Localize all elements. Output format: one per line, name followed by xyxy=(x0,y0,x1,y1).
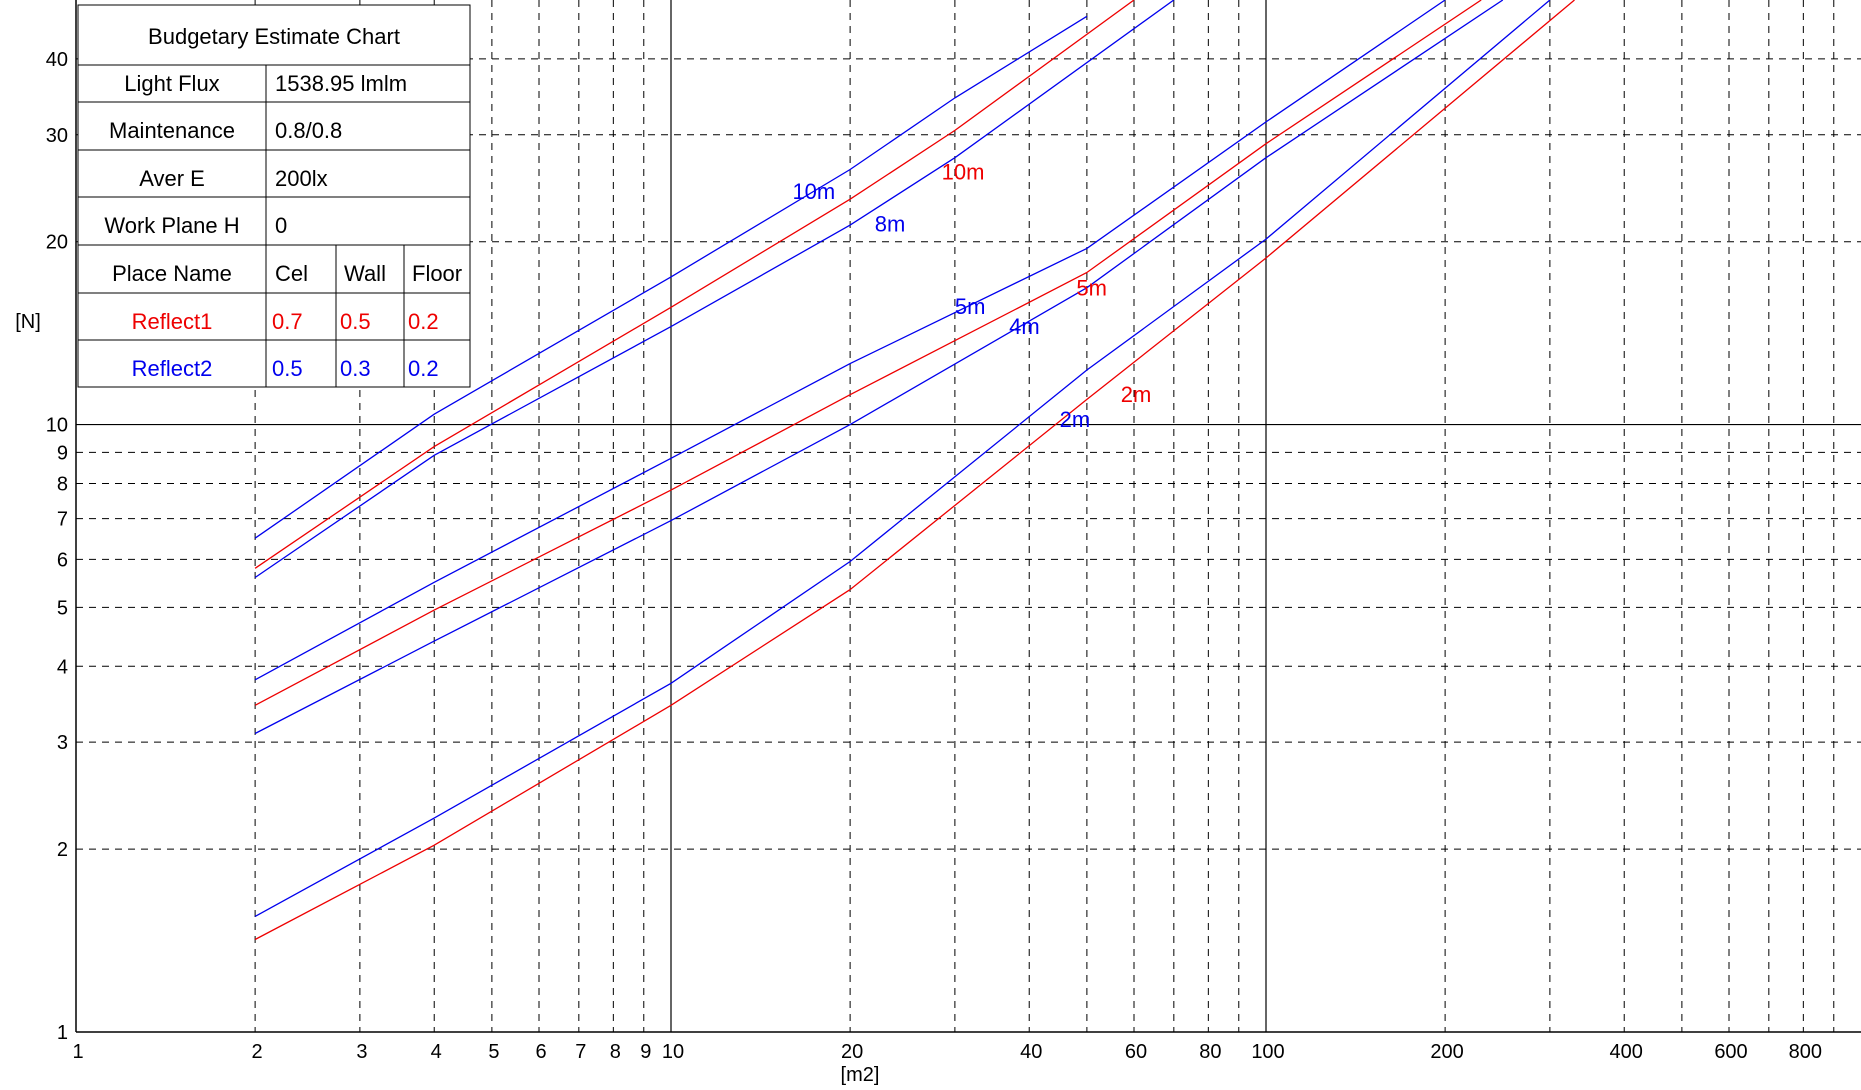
aver-e-label: Aver E xyxy=(139,166,205,191)
y-tick-label: 40 xyxy=(46,49,68,71)
curve-label-layer: 10m 10m 8m 5m 5m 4m 2m 2m xyxy=(792,160,1151,433)
reflect2-floor: 0.2 xyxy=(408,356,439,381)
light-flux-value: 1538.95 lmlm xyxy=(275,71,407,96)
floor-header: Floor xyxy=(412,261,462,286)
y-tick-label: 1 xyxy=(57,1022,68,1044)
curve-label: 2m xyxy=(1121,382,1152,407)
curve-label: 2m xyxy=(1060,407,1091,432)
y-axis-unit: [N] xyxy=(15,311,41,333)
y-tick-label: 9 xyxy=(57,442,68,464)
reflect2-name: Reflect2 xyxy=(132,356,213,381)
curve-label: 10m xyxy=(942,160,985,185)
reflect1-ceiling: 0.7 xyxy=(272,309,303,334)
curve-label: 8m xyxy=(875,211,906,236)
reflect2-wall: 0.3 xyxy=(340,356,371,381)
curve-label: 5m xyxy=(955,294,986,319)
x-tick-label: 4 xyxy=(431,1041,442,1063)
series-line-4m xyxy=(254,0,1504,735)
y-tick-label: 3 xyxy=(57,732,68,754)
series-line-2m xyxy=(254,0,1551,917)
y-tick-label: 6 xyxy=(57,549,68,571)
x-tick-label: 6 xyxy=(535,1041,546,1063)
y-tick-label: 30 xyxy=(46,125,68,147)
x-tick-label: 1 xyxy=(72,1041,83,1063)
series-line-10m xyxy=(254,0,1135,569)
reflect2-ceiling: 0.5 xyxy=(272,356,303,381)
x-tick-label: 9 xyxy=(640,1041,651,1063)
curve-label: 5m xyxy=(1076,276,1107,301)
series-line-2m xyxy=(254,0,1575,941)
x-tick-label: 100 xyxy=(1251,1041,1284,1063)
grid-layer xyxy=(76,0,1861,1032)
series-layer xyxy=(254,0,1575,941)
x-tick-label: 200 xyxy=(1430,1041,1463,1063)
x-tick-label: 8 xyxy=(610,1041,621,1063)
x-tick-label: 3 xyxy=(356,1041,367,1063)
y-tick-label: 10 xyxy=(46,415,68,437)
x-tick-label: 10 xyxy=(662,1041,684,1063)
series-line-5m xyxy=(254,0,1482,706)
y-tick-label: 7 xyxy=(57,509,68,531)
reflect1-wall: 0.5 xyxy=(340,309,371,334)
wall-header: Wall xyxy=(344,261,386,286)
work-plane-label: Work Plane H xyxy=(104,213,239,238)
y-tick-label: 2 xyxy=(57,839,68,861)
maintenance-value: 0.8/0.8 xyxy=(275,118,342,143)
x-tick-label: 80 xyxy=(1199,1041,1221,1063)
x-tick-label: 400 xyxy=(1610,1041,1643,1063)
series-line-5m xyxy=(254,0,1446,681)
ceiling-header: Cel xyxy=(275,261,308,286)
info-table: Budgetary Estimate Chart Light Flux 1538… xyxy=(77,4,471,388)
x-tick-label: 20 xyxy=(841,1041,863,1063)
x-tick-label: 800 xyxy=(1789,1041,1822,1063)
x-axis-unit: [m2] xyxy=(841,1064,880,1086)
place-name-header: Place Name xyxy=(112,261,232,286)
light-flux-label: Light Flux xyxy=(124,71,219,96)
reflect1-floor: 0.2 xyxy=(408,309,439,334)
x-tick-label: 7 xyxy=(575,1041,586,1063)
series-line-8m xyxy=(254,0,1175,579)
axis-layer: 1 2 3 4 5 6 7 8 9 10 20 40 60 80 100 200 400 600 800123456… xyxy=(46,0,1861,1063)
table-title: Budgetary Estimate Chart xyxy=(148,24,400,49)
curve-label: 10m xyxy=(792,179,835,204)
series-line-10m xyxy=(254,15,1088,539)
y-tick-label: 8 xyxy=(57,473,68,495)
y-tick-label: 4 xyxy=(57,656,68,678)
aver-e-value: 200lx xyxy=(275,166,328,191)
x-tick-label: 60 xyxy=(1125,1041,1147,1063)
x-tick-label: 5 xyxy=(488,1041,499,1063)
x-tick-label: 40 xyxy=(1020,1041,1042,1063)
x-tick-label: 600 xyxy=(1714,1041,1747,1063)
y-tick-label: 5 xyxy=(57,597,68,619)
work-plane-value: 0 xyxy=(275,213,287,238)
x-tick-label: 2 xyxy=(252,1041,263,1063)
reflect1-name: Reflect1 xyxy=(132,309,213,334)
maintenance-label: Maintenance xyxy=(109,118,235,143)
curve-label: 4m xyxy=(1009,314,1040,339)
y-tick-label: 20 xyxy=(46,232,68,254)
